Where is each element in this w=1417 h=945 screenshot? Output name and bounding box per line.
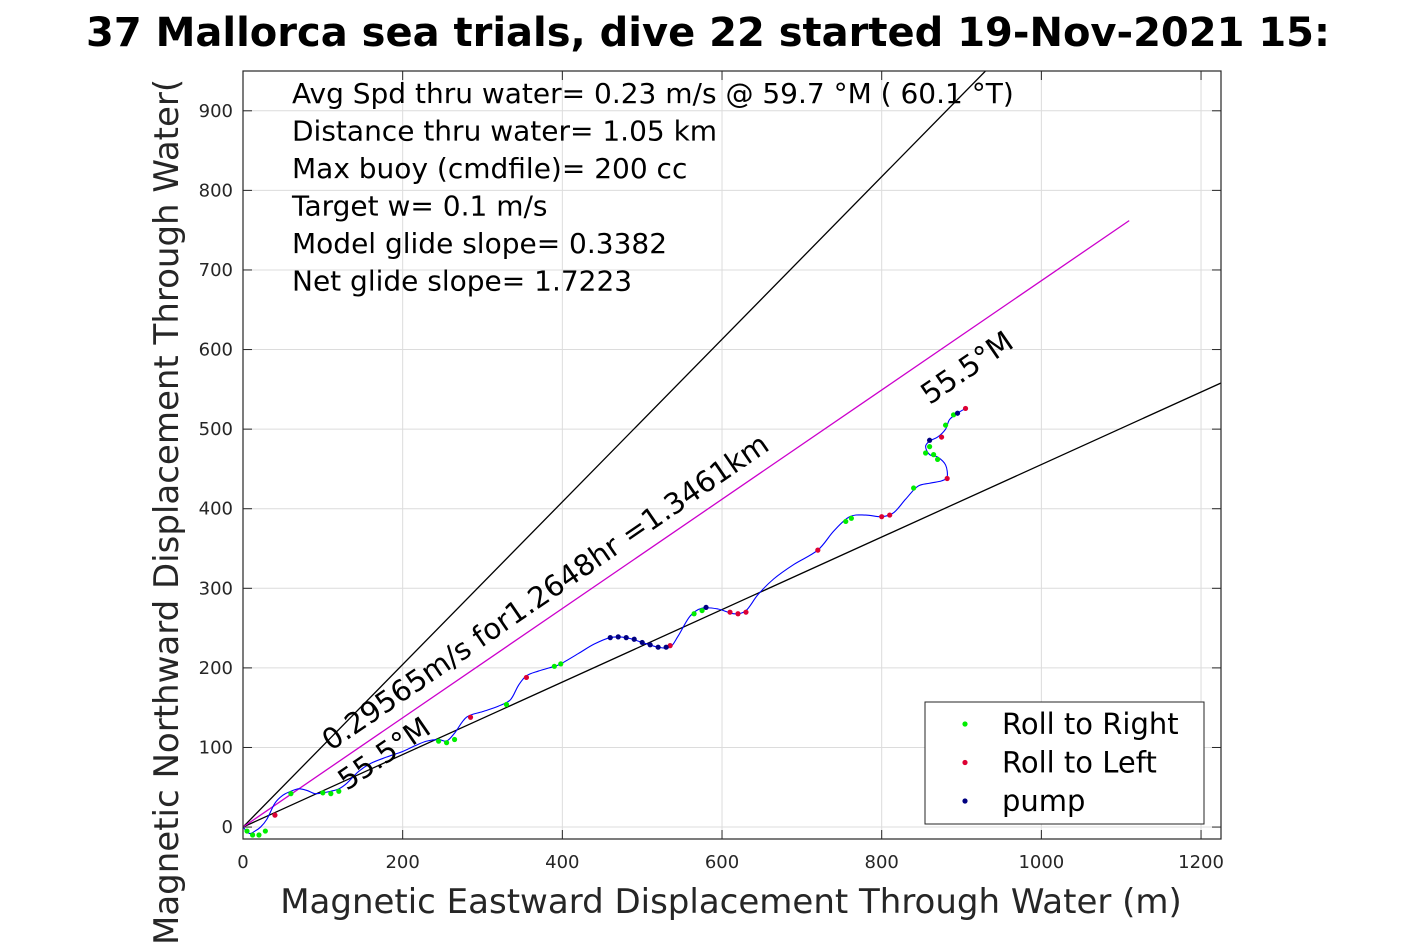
- series-point: [930, 452, 937, 458]
- series-point: [443, 740, 450, 746]
- series-point: [923, 450, 929, 456]
- series-point: [623, 635, 629, 641]
- ticks: 0 200 400 600 800 1000 1200 0 100 200 300 400 500 600…: [199, 71, 1224, 873]
- legend-box: [924, 701, 1205, 825]
- legend-marker: [962, 721, 968, 727]
- stat-line: Target w= 0.1 m/s: [291, 190, 548, 223]
- series-point: [503, 701, 510, 708]
- annotation-text: 55.5°M: [914, 324, 1019, 411]
- series-point: [655, 644, 661, 650]
- axes-frame: [242, 70, 1222, 840]
- series-point: [647, 642, 653, 648]
- x-tick-label: 200: [385, 852, 419, 873]
- series-point: [699, 607, 705, 614]
- series-point: [615, 634, 621, 640]
- series-point: [523, 674, 530, 681]
- series-point: [663, 644, 669, 650]
- series-point: [950, 412, 957, 418]
- series-point: [551, 663, 557, 669]
- x-tick-label: 800: [865, 852, 899, 873]
- series-point: [934, 456, 941, 462]
- series-point: [911, 485, 917, 491]
- legend-label: Roll to Right: [1002, 707, 1179, 741]
- series-point: [848, 515, 854, 521]
- series-point: [926, 444, 933, 450]
- series-point: [887, 512, 893, 518]
- series-point: [743, 609, 749, 615]
- y-tick-label: 100: [199, 737, 233, 758]
- series-point: [639, 639, 645, 646]
- stat-line: Avg Spd thru water= 0.23 m/s @ 59.7 °M (…: [292, 77, 1014, 110]
- series-point: [558, 661, 564, 667]
- series-point: [249, 832, 256, 838]
- legend: Roll to Right Roll to Left pump: [924, 701, 1205, 825]
- series-point: [320, 790, 326, 796]
- y-tick-label: 900: [199, 101, 233, 122]
- reference-line: [243, 220, 1130, 828]
- series-point: [843, 518, 849, 525]
- legend-marker: [962, 759, 968, 766]
- x-tick-label: 600: [705, 852, 739, 873]
- annotation-text: 0.29565m/s for1.2648hr =1.3461km: [316, 427, 775, 757]
- series-point: [815, 547, 821, 553]
- x-tick-label: 0: [237, 852, 248, 873]
- y-tick-label: 400: [199, 499, 233, 520]
- legend-marker: [962, 798, 968, 804]
- series-point: [336, 788, 342, 794]
- y-tick-label: 800: [199, 180, 233, 201]
- series-point: [328, 791, 334, 797]
- series-point: [272, 812, 278, 818]
- x-tick-label: 1000: [1018, 852, 1064, 873]
- series-point: [926, 437, 933, 443]
- stat-line: Distance thru water= 1.05 km: [292, 115, 717, 148]
- series-point: [631, 636, 637, 642]
- series-point: [962, 405, 969, 412]
- series-point: [262, 828, 268, 834]
- plot-area: [243, 71, 1221, 838]
- x-axis-label: Magnetic Eastward Displacement Through W…: [280, 882, 1182, 922]
- x-tick-label: 1200: [1178, 852, 1224, 873]
- series-point: [735, 611, 741, 617]
- series-point: [607, 635, 613, 641]
- y-tick-label: 700: [199, 260, 233, 281]
- stat-line: Net glide slope= 1.7223: [292, 265, 632, 298]
- series-point: [944, 475, 950, 482]
- series-point: [288, 791, 294, 797]
- series-point: [879, 514, 885, 520]
- x-tick-label: 400: [545, 852, 579, 873]
- legend-label: pump: [1002, 784, 1085, 818]
- series-point: [244, 828, 250, 834]
- y-tick-label: 500: [199, 419, 233, 440]
- reference-line: [243, 382, 1221, 828]
- y-tick-label: 300: [199, 578, 233, 599]
- y-tick-label: 0: [222, 817, 233, 838]
- series-point: [938, 434, 945, 440]
- series-point: [942, 422, 949, 428]
- y-tick-label: 200: [199, 658, 233, 679]
- stat-line: Model glide slope= 0.3382: [292, 227, 667, 260]
- series-point: [727, 609, 733, 615]
- chart-title: 37 Mallorca sea trials, dive 22 started …: [86, 10, 1330, 56]
- grid: [242, 71, 1221, 839]
- reference-line: [243, 71, 986, 828]
- y-tick-label: 600: [199, 340, 233, 361]
- series-point: [436, 738, 442, 744]
- series-point: [667, 643, 673, 649]
- series-point: [451, 736, 458, 743]
- series-point: [954, 410, 961, 416]
- series-point: [467, 714, 474, 720]
- series-point: [691, 611, 697, 617]
- glider-track: [243, 407, 966, 835]
- stats-block: Avg Spd thru water= 0.23 m/s @ 59.7 °M (…: [291, 77, 1014, 298]
- y-axis-label: Magnetic Northward Displacement Through …: [147, 79, 187, 945]
- series-point: [703, 604, 709, 611]
- legend-label: Roll to Left: [1002, 746, 1157, 780]
- plot-clip-group: [243, 71, 1221, 838]
- stat-line: Max buoy (cmdfile)= 200 cc: [292, 152, 687, 185]
- series-point: [256, 832, 262, 838]
